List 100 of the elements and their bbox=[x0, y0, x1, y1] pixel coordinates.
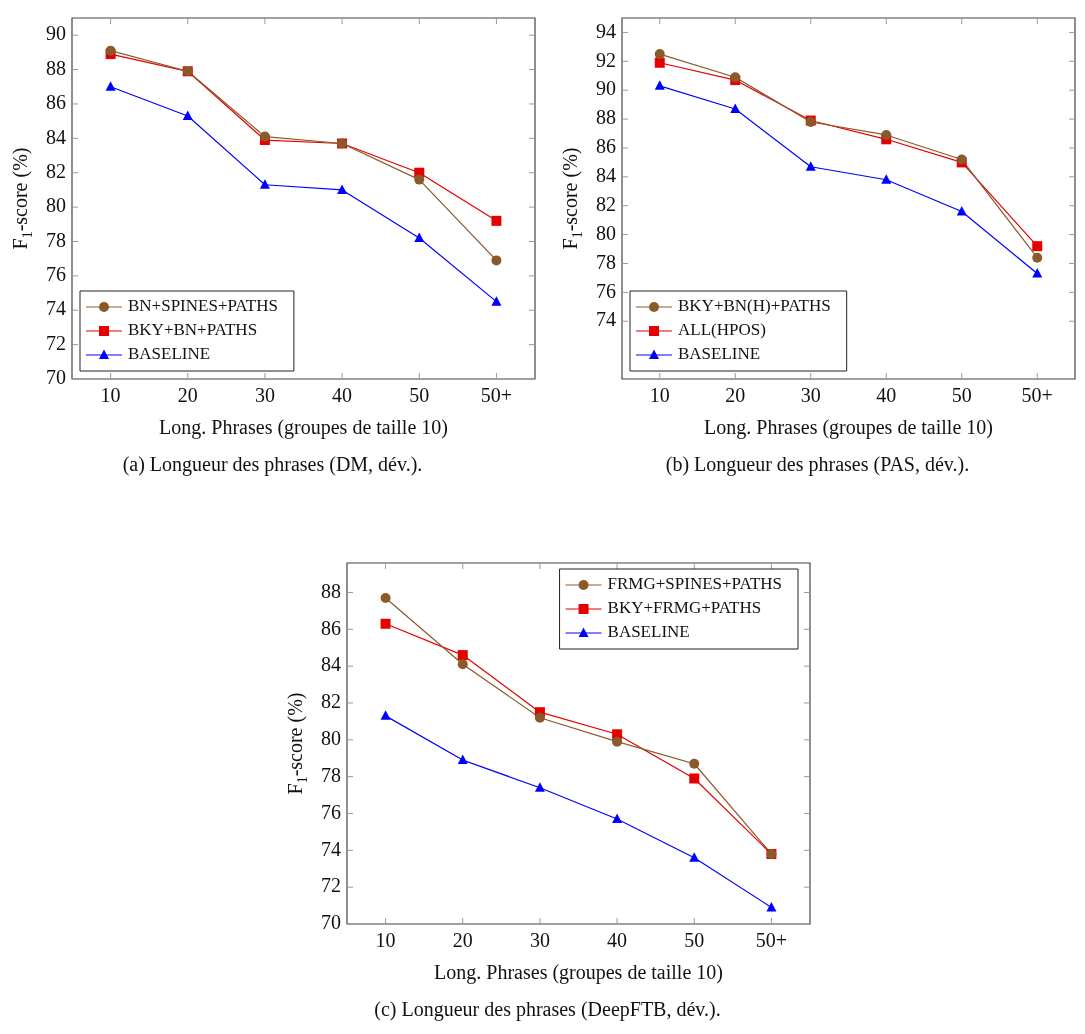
legend-label: FRMG+SPINES+PATHS bbox=[607, 574, 782, 594]
y-tick-label: 74 bbox=[46, 297, 66, 320]
y-tick-label: 78 bbox=[321, 763, 341, 786]
point bbox=[491, 215, 502, 226]
point bbox=[612, 736, 623, 747]
point bbox=[380, 593, 391, 603]
x-tick-label: 20 bbox=[177, 384, 198, 407]
y-tick-label: 74 bbox=[596, 308, 616, 331]
point bbox=[689, 773, 700, 784]
point bbox=[1032, 252, 1043, 263]
point bbox=[457, 754, 468, 765]
y-tick-label: 80 bbox=[321, 727, 341, 750]
x-tick-label: 50+ bbox=[755, 929, 788, 952]
y-axis-title: F1-score (%) bbox=[559, 147, 585, 250]
x-tick-label: 20 bbox=[725, 384, 746, 407]
y-tick-label: 84 bbox=[596, 164, 616, 187]
point bbox=[259, 131, 270, 142]
x-tick-label: 50+ bbox=[480, 384, 513, 407]
y-axis-title: F1-score (%) bbox=[284, 692, 310, 795]
point bbox=[956, 206, 967, 216]
point bbox=[534, 782, 545, 792]
point bbox=[337, 184, 348, 194]
y-tick-label: 80 bbox=[596, 221, 616, 244]
y-tick-label: 80 bbox=[46, 194, 66, 217]
point bbox=[380, 618, 391, 629]
point bbox=[1032, 268, 1043, 278]
point bbox=[805, 161, 816, 171]
text: (b) Longueur des phrases (PAS, dév.). bbox=[664, 453, 971, 476]
point bbox=[766, 901, 777, 912]
point bbox=[491, 296, 502, 306]
x-tick-label: 10 bbox=[649, 384, 670, 407]
point bbox=[654, 80, 665, 90]
y-tick-label: 78 bbox=[46, 228, 66, 251]
point bbox=[730, 103, 741, 113]
x-tick-label: 50 bbox=[684, 929, 705, 952]
x-axis-title: Long. Phrases (groupes de taille 10) bbox=[159, 416, 448, 440]
point bbox=[457, 659, 468, 670]
y-tick-label: 82 bbox=[596, 192, 616, 215]
x-tick-label: 40 bbox=[876, 384, 897, 407]
x-tick-label: 10 bbox=[375, 929, 396, 952]
point bbox=[1032, 241, 1043, 252]
y-tick-label: 82 bbox=[321, 690, 341, 713]
y-tick-label: 84 bbox=[46, 125, 66, 148]
y-tick-label: 74 bbox=[321, 837, 341, 860]
legend-label: BN+SPINES+PATHS bbox=[128, 296, 278, 316]
point bbox=[654, 49, 665, 60]
x-tick-label: 40 bbox=[332, 384, 353, 407]
y-tick-label: 82 bbox=[46, 159, 66, 182]
point bbox=[259, 179, 270, 189]
x-tick-label: 30 bbox=[254, 384, 275, 407]
y-tick-label: 70 bbox=[46, 366, 66, 389]
y-tick-label: 86 bbox=[46, 91, 66, 114]
legend-label: ALL(HPOS) bbox=[678, 320, 766, 340]
point bbox=[689, 758, 700, 769]
point bbox=[881, 129, 892, 140]
y-tick-label: 72 bbox=[46, 331, 66, 354]
y-tick-label: 76 bbox=[596, 279, 616, 302]
x-tick-label: 50 bbox=[409, 384, 430, 407]
point bbox=[182, 110, 193, 120]
y-tick-label: 94 bbox=[596, 19, 616, 42]
x-tick-label: 50+ bbox=[1021, 384, 1053, 407]
legend-label: BKY+BN(H)+PATHS bbox=[678, 296, 831, 316]
y-tick-label: 86 bbox=[321, 616, 341, 639]
legend-label: BKY+BN+PATHS bbox=[128, 320, 258, 340]
y-tick-label: 70 bbox=[321, 911, 341, 934]
y-tick-label: 78 bbox=[596, 250, 616, 273]
y-tick-label: 84 bbox=[321, 653, 341, 676]
point bbox=[414, 232, 425, 243]
y-tick-label: 88 bbox=[321, 579, 341, 602]
y-tick-label: 92 bbox=[596, 48, 616, 71]
x-tick-label: 30 bbox=[529, 929, 550, 952]
point bbox=[414, 174, 425, 185]
y-tick-label: 76 bbox=[321, 800, 341, 823]
point bbox=[380, 710, 391, 720]
point bbox=[105, 45, 116, 56]
y-tick-label: 72 bbox=[321, 874, 341, 897]
y-axis-title: F1-score (%) bbox=[9, 147, 35, 250]
x-tick-label: 10 bbox=[100, 384, 121, 407]
point bbox=[612, 813, 623, 824]
x-tick-label: 20 bbox=[452, 929, 473, 952]
y-tick-label: 90 bbox=[46, 22, 66, 45]
point bbox=[881, 174, 892, 184]
x-tick-label: 40 bbox=[607, 929, 628, 952]
text: (c) Longueur des phrases (DeepFTB, dév.). bbox=[373, 998, 722, 1021]
y-tick-label: 86 bbox=[596, 135, 616, 158]
x-tick-label: 30 bbox=[800, 384, 821, 407]
text: (a) Longueur des phrases (DM, dév.). bbox=[121, 453, 424, 476]
y-tick-label: 76 bbox=[46, 263, 66, 286]
legend-label: BKY+FRMG+PATHS bbox=[607, 598, 762, 618]
point bbox=[491, 255, 502, 266]
point bbox=[534, 712, 545, 723]
legend-label: BASELINE bbox=[128, 344, 211, 364]
point bbox=[689, 852, 700, 862]
point bbox=[654, 57, 665, 68]
point bbox=[457, 650, 468, 661]
legend-label: BASELINE bbox=[607, 622, 690, 642]
x-axis-title: Long. Phrases (groupes de taille 10) bbox=[434, 961, 723, 985]
y-tick-label: 90 bbox=[596, 77, 616, 100]
y-tick-label: 88 bbox=[46, 56, 66, 79]
point bbox=[105, 81, 116, 91]
